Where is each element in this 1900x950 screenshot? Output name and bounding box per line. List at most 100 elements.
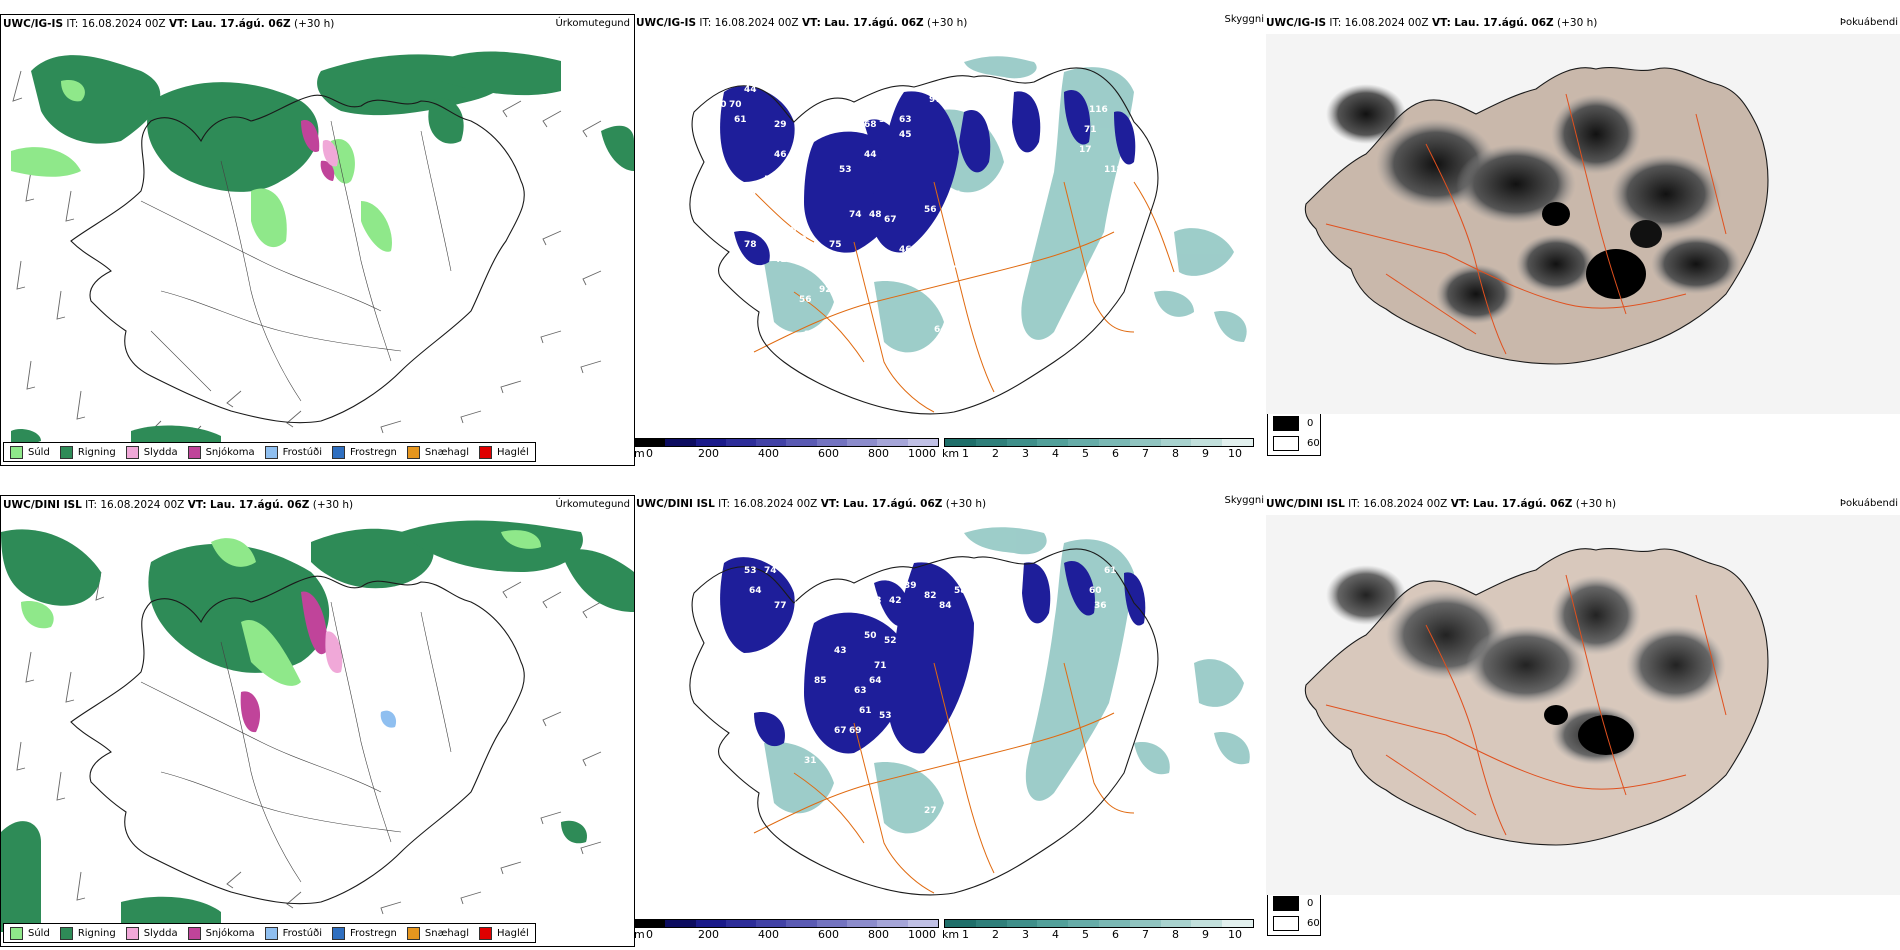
visibility-panel-row2: UWC/DINI ISL IT: 16.08.2024 00Z VT: Lau.… (634, 495, 1264, 945)
visibility-panel-row1: UWC/IG-IS IT: 16.08.2024 00Z VT: Lau. 17… (634, 14, 1264, 464)
cloud-base-label: 85 (814, 676, 827, 686)
cloud-map (1266, 34, 1900, 414)
coastline (1304, 67, 1769, 365)
cloud-base-label: 52 (829, 756, 842, 766)
cloud-base-label: 31 (949, 190, 962, 200)
cloud-base-label: 57 (924, 235, 937, 245)
legend-rain: Rigning (59, 926, 116, 940)
cloud-base-label: 84 (939, 601, 952, 611)
legend-snow: Snjókoma (187, 445, 255, 459)
coastline (70, 575, 525, 905)
cloud-base-areas (720, 86, 1136, 266)
cloud-base-label: 67 (884, 215, 897, 225)
cloud-base-label: 118 (1104, 165, 1123, 175)
cloud-base-label: 97 (929, 95, 942, 105)
visibility-colorbar-strip (944, 438, 1254, 447)
legend-freezing-drizzle: Frostúði (264, 445, 322, 459)
legend-hail: Haglél (479, 445, 529, 459)
panel-header: UWC/IG-IS IT: 16.08.2024 00Z VT: Lau. 17… (3, 18, 334, 30)
cloud-panel-row1: UWC/IG-IS IT: 16.08.2024 00Z VT: Lau. 17… (1266, 14, 1900, 414)
precip-rain-areas (1, 520, 634, 932)
panel-header: UWC/IG-IS IT: 16.08.2024 00Z VT: Lau. 17… (636, 17, 968, 29)
legend-snow-grains: Snæhagl (406, 445, 469, 459)
cloud-base-label: 42 (889, 596, 902, 606)
roads (753, 662, 1135, 894)
cloud-base-label: 47 (944, 265, 957, 275)
cloud-title: Þokuábendi (1839, 17, 1898, 28)
cloud-base-label: 53 (869, 596, 882, 606)
cloud-base-label: 53 (744, 566, 757, 576)
precip-drizzle-areas (11, 80, 392, 252)
valid-label: VT: (168, 18, 188, 30)
cloud-base-label: 39 (904, 581, 917, 591)
cloud-base-label: 61 (859, 706, 872, 716)
cloudbase-colorbar-strip (634, 438, 939, 447)
visibility-unit: km (942, 928, 960, 941)
cloud-base-label: 44 (864, 150, 877, 160)
cloud-base-label: 29 (774, 120, 787, 130)
cloud-base-label: 72 (774, 195, 787, 205)
cloud-base-label: 64 (749, 586, 762, 596)
precip-snow-areas (240, 591, 327, 733)
cloud-base-label: 92 (819, 285, 832, 295)
precip-sleet-areas (322, 140, 338, 167)
cloud-base-label: 63 (899, 115, 912, 125)
model-name: UWC/DINI ISL (3, 499, 82, 511)
cloud-base-label: 70 (714, 100, 727, 110)
panel-header: UWC/DINI ISL IT: 16.08.2024 00Z VT: Lau.… (636, 498, 987, 510)
coastline (689, 548, 1159, 896)
cloud-base-label: 89 (994, 215, 1007, 225)
cloud-base-label: 91 (829, 355, 842, 365)
cloud-base-label: 53 (839, 165, 852, 175)
cloud-base-label: 72 (854, 586, 867, 596)
cloud-base-label: 84 (754, 70, 767, 80)
cloud-base-label: 69 (849, 726, 862, 736)
cloud-base-label: 74 (764, 566, 777, 576)
cloud-base-areas (720, 557, 1146, 754)
visibility-areas (764, 527, 1250, 834)
cloud-dark-areas (1326, 565, 1726, 765)
legend-snow-grains: Snæhagl (406, 926, 469, 940)
roads-rivers (140, 120, 452, 402)
model-name: UWC/IG-IS (3, 18, 64, 30)
cloud-cover-legend-row2: 0 60 (1267, 890, 1327, 940)
cloud-base-label: 52 (884, 636, 897, 646)
visibility-title: Skyggni (1224, 14, 1264, 25)
cloud-base-label: 52 (744, 190, 757, 200)
cloud-base-label: 71 (874, 661, 887, 671)
lead-time: (+30 h) (290, 18, 335, 30)
cloud-base-label: 68 (864, 120, 877, 130)
cloud-base-label: 67 (834, 726, 847, 736)
init-time: IT: 16.08.2024 00Z (63, 18, 169, 30)
precip-panel-row2: UWC/DINI ISL IT: 16.08.2024 00Z VT: Lau.… (0, 495, 635, 947)
panel-header: UWC/DINI ISL IT: 16.08.2024 00Z VT: Lau.… (3, 499, 353, 511)
precip-freezing-drizzle-areas (380, 710, 397, 728)
cloud-base-label: 96 (954, 220, 967, 230)
legend-drizzle: Súld (10, 445, 50, 459)
visibility-colorbar: km 1 2 3 4 5 6 7 8 9 10 (942, 438, 1254, 461)
cloud-base-label: 116 (1089, 105, 1108, 115)
cloud-base-label: 70 (794, 235, 807, 245)
precip-rain-areas (11, 51, 634, 451)
precip-map (1, 520, 634, 932)
precip-legend: Súld Rigning Slydda Snjókoma Frostúði Fr… (3, 923, 536, 943)
cloudbase-colorbar: m 0 200 400 600 800 1000 (634, 438, 939, 461)
legend-sleet: Slydda (125, 926, 178, 940)
cloud-base-label: 50 (864, 631, 877, 641)
cloud-panel-row2: UWC/DINI ISL IT: 16.08.2024 00Z VT: Lau.… (1266, 495, 1900, 895)
precip-legend: Súld Rigning Slydda Snjókoma Frostúði Fr… (3, 442, 536, 462)
cloudbase-colorbar: m 0 200 400 600 800 1000 (634, 919, 939, 942)
cloud-base-label: 59 (794, 601, 807, 611)
panel-header: UWC/IG-IS IT: 16.08.2024 00Z VT: Lau. 17… (1266, 17, 1598, 29)
roads (1325, 574, 1727, 836)
cloudbase-unit: m (634, 447, 645, 460)
cloud-map (1266, 515, 1900, 895)
legend-freezing-drizzle: Frostúði (264, 926, 322, 940)
precip-snow-areas (301, 120, 335, 181)
cloud-base-label: 51 (824, 275, 837, 285)
visibility-title: Skyggni (1224, 495, 1264, 506)
cloud-base-label: 17 (1079, 145, 1092, 155)
